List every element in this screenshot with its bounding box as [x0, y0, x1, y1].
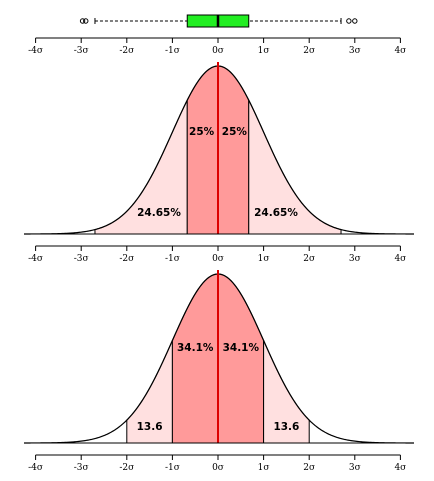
outer-left-percent: 24.65% [137, 207, 181, 219]
tick-label: -4σ [28, 46, 43, 56]
quartile-normal-panel: 25% 25% 24.65% 24.65% [24, 62, 414, 235]
tick-label: -1σ [165, 46, 180, 56]
inner-left-region [171, 273, 219, 444]
tick-label: -3σ [74, 46, 89, 56]
tick-label: 1σ [258, 254, 270, 264]
axis-top: -4σ -3σ -2σ -1σ 0σ 1σ 2σ 3σ 4σ [28, 37, 406, 56]
tick-label: -1σ [165, 254, 180, 264]
tick-label: -2σ [119, 463, 134, 473]
tick-label: 2σ [303, 46, 315, 56]
tick-label: 2σ [303, 463, 315, 473]
tick-label: -1σ [165, 463, 180, 473]
outlier-point [352, 18, 358, 24]
tick-label: 1σ [258, 46, 270, 56]
outlier-point [83, 18, 89, 24]
tick-label: -2σ [119, 46, 134, 56]
tick-label: 4σ [394, 46, 406, 56]
tick-label: -3σ [74, 254, 89, 264]
inner-left-percent: 34.1% [177, 342, 214, 354]
boxplot [79, 14, 358, 28]
outlier-point [346, 18, 352, 24]
tick-label: 2σ [303, 254, 315, 264]
outer-right-percent: 13.6 [273, 421, 299, 433]
outer-right-percent: 24.65% [254, 207, 298, 219]
tick-label: -3σ [74, 463, 89, 473]
tick-label: 1σ [258, 463, 270, 473]
tick-label: 0σ [212, 254, 224, 264]
inner-left-percent: 25% [189, 126, 215, 138]
axis-middle: -4σ -3σ -2σ -1σ 0σ 1σ 2σ 3σ 4σ [28, 245, 406, 264]
inner-right-percent: 25% [222, 126, 248, 138]
tick-label: -4σ [28, 254, 43, 264]
tick-label: 4σ [394, 463, 406, 473]
outlier-point [79, 18, 86, 24]
boxplot-outliers [79, 18, 358, 24]
tick-label: 3σ [349, 463, 361, 473]
tick-label: 4σ [394, 254, 406, 264]
outer-left-percent: 13.6 [137, 421, 163, 433]
tick-label: 0σ [212, 46, 224, 56]
inner-right-percent: 34.1% [223, 342, 260, 354]
sigma-normal-panel: 34.1% 34.1% 13.6 13.6 [24, 270, 414, 444]
tick-label: 0σ [212, 463, 224, 473]
tick-label: 3σ [349, 254, 361, 264]
tick-label: -4σ [28, 463, 43, 473]
axis-bottom: -4σ -3σ -2σ -1σ 0σ 1σ 2σ 3σ 4σ [28, 454, 406, 473]
inner-right-region [217, 273, 265, 444]
tick-label: -2σ [119, 254, 134, 264]
tick-label: 3σ [349, 46, 361, 56]
